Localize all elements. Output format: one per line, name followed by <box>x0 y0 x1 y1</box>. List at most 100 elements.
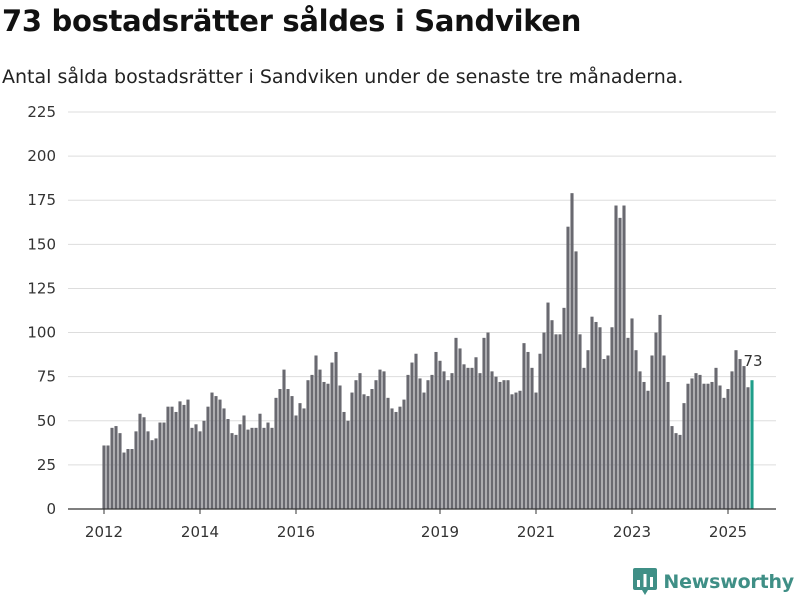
bar <box>238 424 242 509</box>
bar <box>694 373 698 509</box>
y-tick-label: 225 <box>27 103 56 121</box>
bar <box>366 396 370 509</box>
chart-subtitle: Antal sålda bostadsrätter i Sandviken un… <box>2 66 684 88</box>
bar <box>330 362 334 509</box>
bar <box>606 355 610 509</box>
bar <box>566 226 570 509</box>
bar <box>250 427 254 509</box>
bar <box>670 426 674 509</box>
bar <box>406 374 410 509</box>
bar <box>590 316 594 509</box>
bar <box>718 385 722 509</box>
bar <box>510 394 514 509</box>
bar <box>362 394 366 509</box>
bar <box>518 390 522 509</box>
bar <box>430 374 434 509</box>
bar <box>526 351 530 509</box>
bar <box>306 380 310 509</box>
bar <box>258 413 262 509</box>
bar <box>454 337 458 509</box>
bar <box>734 350 738 509</box>
bar <box>142 417 146 509</box>
x-tick-label: 2019 <box>421 523 459 541</box>
bar <box>410 362 414 509</box>
bar <box>150 440 154 509</box>
bar <box>254 427 258 509</box>
bar <box>706 383 710 509</box>
bar <box>278 389 282 509</box>
bar <box>662 355 666 509</box>
bar <box>274 397 278 509</box>
bar <box>422 392 426 509</box>
y-tick-label: 50 <box>37 412 56 430</box>
bar <box>266 422 270 509</box>
bar <box>262 427 266 509</box>
bar <box>438 360 442 509</box>
bar <box>122 452 126 509</box>
bar <box>458 348 462 509</box>
bar <box>374 380 378 509</box>
y-tick-label: 100 <box>27 324 56 342</box>
bar <box>654 332 658 509</box>
bar <box>726 389 730 509</box>
bar <box>702 383 706 509</box>
bar <box>550 320 554 509</box>
newsworthy-chart-icon <box>633 568 658 595</box>
bar <box>450 373 454 509</box>
bar <box>154 438 158 509</box>
bar <box>178 401 182 509</box>
y-tick-label: 25 <box>37 456 56 474</box>
bar <box>558 334 562 509</box>
bar <box>286 389 290 509</box>
bar <box>478 373 482 509</box>
bar <box>210 392 214 509</box>
bar <box>134 431 138 509</box>
bar <box>182 404 186 509</box>
chart-title: 73 bostadsrätter såldes i Sandviken <box>2 4 582 38</box>
bar <box>190 427 194 509</box>
bar <box>206 406 210 509</box>
bar <box>678 434 682 509</box>
bar <box>158 422 162 509</box>
bar <box>442 371 446 509</box>
bar <box>698 374 702 509</box>
bar <box>686 383 690 509</box>
brand-logo[interactable]: Newsworthy <box>633 568 794 596</box>
bar <box>310 374 314 509</box>
bar <box>618 217 622 509</box>
bar <box>434 351 438 509</box>
bar <box>186 399 190 509</box>
bar <box>234 434 238 509</box>
bar <box>646 390 650 509</box>
bar <box>574 251 578 509</box>
bar <box>626 337 630 509</box>
bar <box>382 371 386 509</box>
bar <box>398 406 402 509</box>
x-tick-label: 2025 <box>709 523 747 541</box>
y-tick-label: 150 <box>27 235 56 253</box>
bar <box>514 392 518 509</box>
bar <box>230 433 234 509</box>
bar <box>482 337 486 509</box>
bar <box>318 369 322 509</box>
bar <box>562 307 566 509</box>
bar <box>322 381 326 509</box>
bar <box>674 433 678 509</box>
bar <box>682 403 686 509</box>
x-tick-label: 2023 <box>613 523 651 541</box>
brand-name: Newsworthy <box>663 571 794 593</box>
bar <box>630 318 634 509</box>
bar <box>486 332 490 509</box>
bar <box>598 327 602 509</box>
bar <box>338 385 342 509</box>
bar <box>586 350 590 509</box>
bar <box>166 406 170 509</box>
bar <box>106 445 110 509</box>
bar <box>386 397 390 509</box>
bar <box>394 411 398 509</box>
highlight-bar <box>750 380 754 509</box>
bar <box>634 350 638 509</box>
bar <box>170 406 174 509</box>
bar <box>534 392 538 509</box>
